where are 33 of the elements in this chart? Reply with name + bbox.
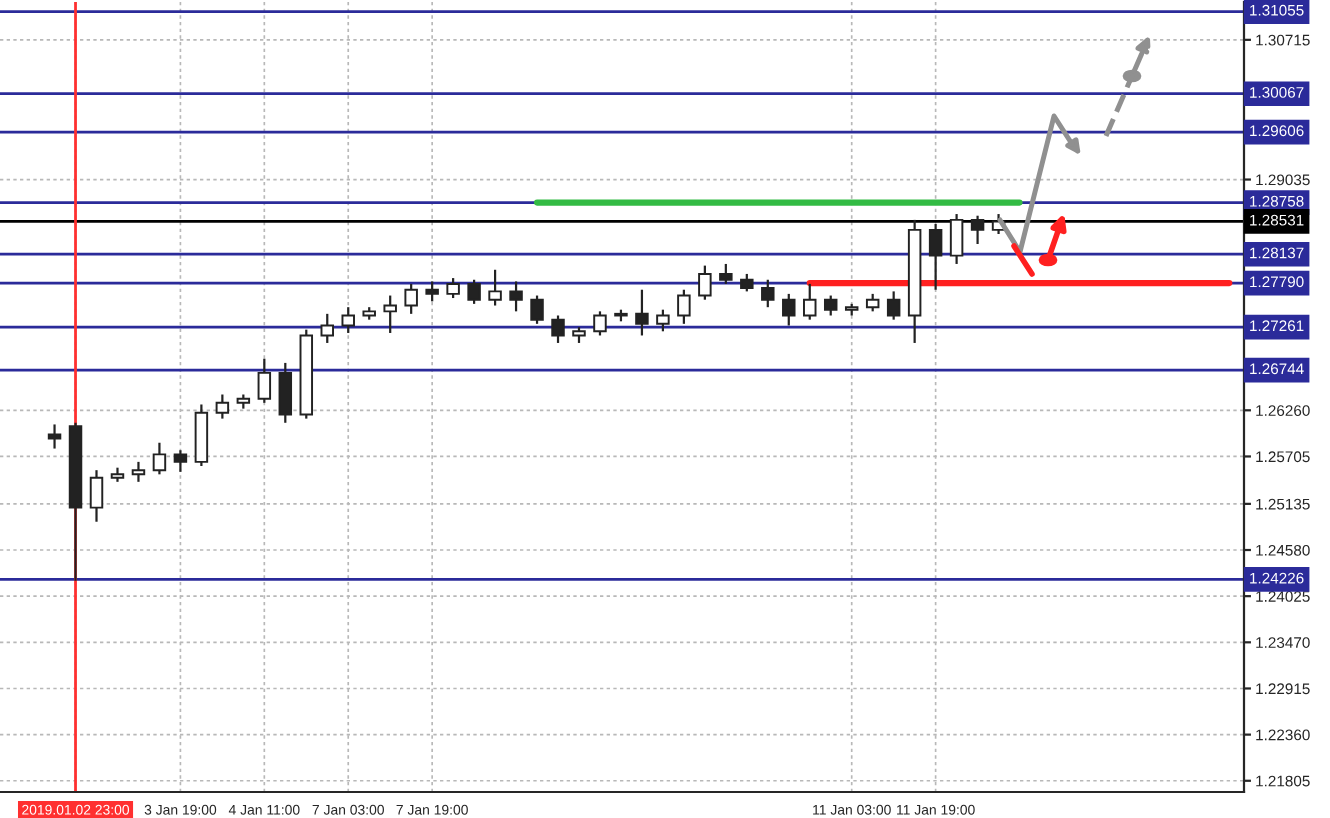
- candlestick: [928, 222, 943, 291]
- candlestick: [698, 264, 712, 301]
- candlestick: [404, 282, 418, 315]
- candlestick: [677, 288, 691, 325]
- candlestick: [803, 282, 817, 321]
- candlestick: [509, 280, 523, 313]
- candlestick: [488, 268, 502, 307]
- candlestick: [446, 276, 460, 300]
- candlestick: [782, 292, 796, 327]
- candlestick: [383, 294, 397, 335]
- candlestick: [278, 361, 293, 424]
- candlestick: [173, 449, 188, 473]
- candlestick: [949, 212, 964, 266]
- candlestick: [530, 294, 544, 325]
- candlestick: [467, 278, 481, 305]
- candlestick: [320, 312, 334, 345]
- candlestick: [970, 214, 985, 246]
- candlestick: [551, 314, 565, 345]
- candlestick: [656, 308, 670, 333]
- candlestick: [131, 460, 146, 483]
- candlestick: [47, 423, 62, 450]
- candlestick: [719, 262, 733, 286]
- candlestick: [215, 393, 230, 420]
- candlestick: [823, 294, 838, 317]
- candlestick: [425, 280, 439, 303]
- candlestick: [89, 469, 104, 523]
- candlestick: [635, 288, 649, 337]
- candlestick: [341, 306, 355, 335]
- candlestick: [761, 278, 775, 309]
- candlestick: [886, 290, 901, 321]
- candlestick: [593, 310, 607, 337]
- candlestick: [257, 357, 272, 404]
- candlestick: [152, 441, 167, 476]
